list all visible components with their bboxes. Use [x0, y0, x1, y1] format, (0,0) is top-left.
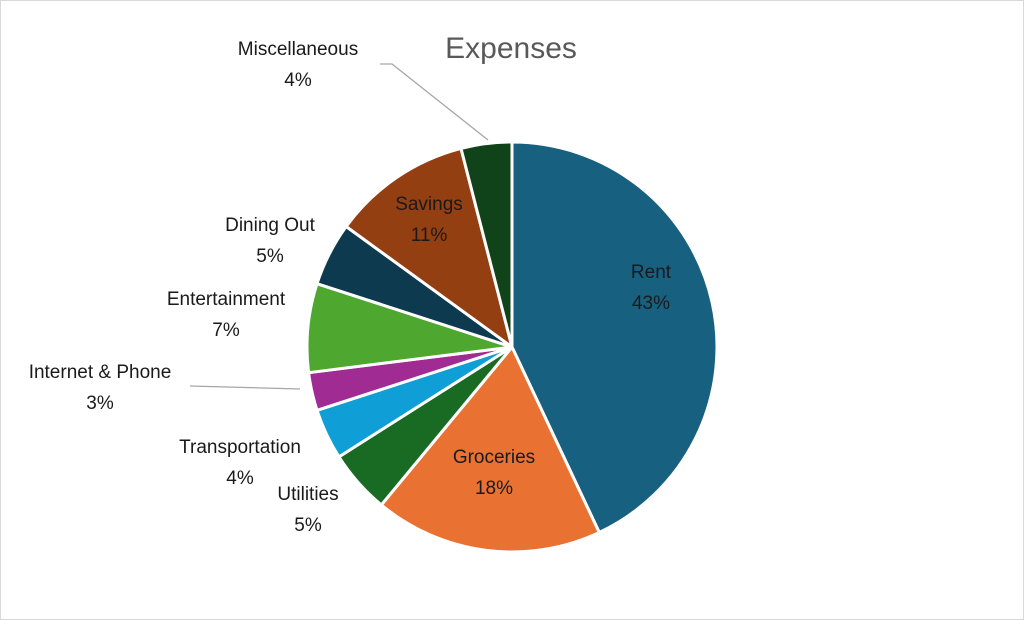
- slice-label-transportation: Transportation 4%: [179, 437, 301, 489]
- slice-label-percent: 4%: [284, 70, 312, 91]
- slice-label-rent: Rent 43%: [631, 262, 672, 314]
- slice-label-percent: 18%: [475, 478, 513, 499]
- pie-slices: [305, 140, 719, 554]
- slice-label-miscellaneous: Miscellaneous 4%: [238, 39, 358, 91]
- leader-line-miscellaneous: [380, 63, 489, 141]
- slice-label-savings: Savings 11%: [395, 194, 463, 246]
- slice-label-entertainment: Entertainment 7%: [167, 289, 286, 341]
- slice-label-name: Entertainment: [167, 289, 286, 310]
- slice-label-name: Internet & Phone: [29, 362, 172, 383]
- slice-label-percent: 3%: [86, 393, 114, 414]
- slice-label-internet-and-phone: Internet & Phone 3%: [29, 362, 172, 414]
- slice-label-percent: 7%: [212, 320, 240, 341]
- slice-label-percent: 43%: [632, 293, 670, 314]
- slice-labels: Rent 43% Groceries 18% Utilities 5% Transporta…: [29, 39, 672, 536]
- slice-label-name: Savings: [395, 194, 463, 215]
- pie-slice-rent: [510, 140, 719, 534]
- leader-lines: [189, 63, 489, 390]
- slice-label-dining-out: Dining Out 5%: [225, 215, 315, 267]
- slice-label-percent: 5%: [256, 246, 284, 267]
- slice-label-groceries: Groceries 18%: [453, 447, 535, 499]
- slice-label-name: Miscellaneous: [238, 39, 358, 60]
- slice-label-utilities: Utilities 5%: [277, 484, 338, 536]
- leader-line-internet-and-phone: [189, 385, 301, 390]
- slice-label-percent: 5%: [294, 515, 322, 536]
- slice-label-name: Transportation: [179, 437, 301, 458]
- chart-title: Expenses: [445, 32, 577, 65]
- pie-slice-groceries: [379, 345, 601, 554]
- slice-label-percent: 4%: [226, 468, 254, 489]
- slice-label-name: Groceries: [453, 447, 535, 468]
- slice-label-percent: 11%: [411, 225, 448, 246]
- slice-label-name: Rent: [631, 262, 672, 283]
- pie-slice-miscellaneous: [459, 140, 514, 349]
- slice-label-name: Dining Out: [225, 215, 315, 236]
- pie-slice-savings: [344, 146, 514, 349]
- slice-label-name: Utilities: [277, 484, 338, 505]
